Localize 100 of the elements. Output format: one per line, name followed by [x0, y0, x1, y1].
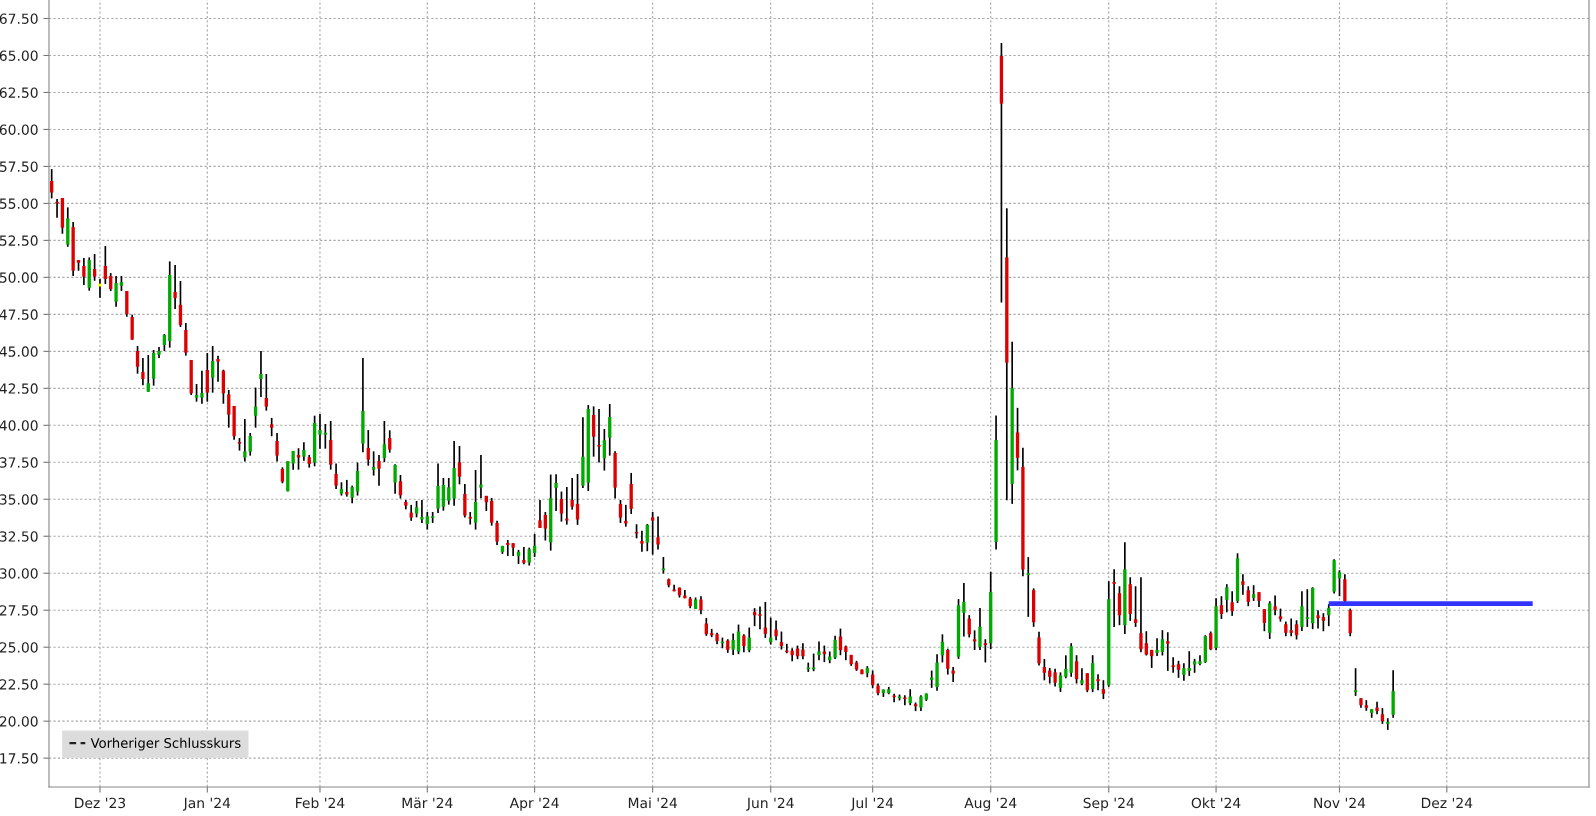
candlestick	[1343, 573, 1347, 604]
candlestick	[624, 504, 628, 528]
candlestick	[1096, 673, 1100, 692]
candlestick	[978, 607, 982, 651]
y-tick-label: 37.50	[0, 457, 38, 468]
x-tick-label: Apr '24	[509, 797, 559, 811]
candlestick	[436, 462, 440, 514]
candlestick	[227, 389, 231, 429]
candlestick	[1262, 608, 1267, 633]
candlestick	[334, 462, 338, 490]
candlestick	[463, 483, 467, 519]
y-tick-label: 67.50	[0, 13, 38, 24]
y-tick-label: 47.50	[0, 309, 38, 320]
candlestick	[602, 428, 607, 472]
candlestick	[296, 447, 301, 471]
candlestick	[1386, 717, 1390, 731]
legend-label: Vorheriger Schlusskurs	[90, 737, 241, 751]
candlestick	[1042, 658, 1047, 682]
candlestick	[1321, 612, 1326, 633]
candlestick	[1187, 650, 1191, 677]
candlestick	[1294, 619, 1299, 641]
y-tick-label: 50.00	[0, 272, 38, 283]
candlestick	[951, 666, 955, 683]
candlestick	[264, 373, 268, 412]
y-tick-label: 45.00	[0, 346, 38, 357]
candlestick	[946, 647, 950, 676]
candlestick	[473, 469, 478, 531]
candlestick	[1316, 609, 1320, 630]
y-tick-label: 20.00	[0, 716, 38, 727]
candlestick	[82, 257, 86, 286]
candlestick	[833, 634, 837, 660]
candlestick	[371, 450, 376, 477]
candlestick	[565, 486, 569, 526]
y-tick-label: 60.00	[0, 124, 38, 135]
candlestick	[130, 313, 134, 341]
candlestick	[1101, 679, 1106, 700]
x-tick-label: Dez '24	[1421, 797, 1473, 809]
x-tick-label: Jan '24	[182, 797, 231, 811]
candlestick	[774, 619, 778, 642]
candlestick	[608, 403, 612, 457]
x-tick-label: Okt '24	[1191, 797, 1241, 809]
candlestick	[125, 290, 129, 318]
candlestick	[1080, 667, 1084, 687]
y-tick-label: 65.00	[0, 50, 38, 61]
candlestick	[382, 420, 387, 463]
candlestick	[1230, 590, 1234, 617]
candlestick	[758, 605, 762, 630]
candlestick	[597, 408, 601, 464]
candlestick	[184, 322, 188, 357]
candlestick	[178, 280, 183, 328]
candlestick	[355, 461, 360, 497]
candlestick	[275, 432, 279, 463]
candlestick	[779, 630, 784, 651]
candlestick	[146, 354, 150, 393]
candlestick	[345, 479, 349, 498]
candlestick	[656, 515, 660, 551]
candlestick	[817, 640, 821, 662]
candlestick	[1241, 573, 1245, 596]
x-tick-label: Dez '23	[75, 797, 126, 809]
y-tick-label: 52.50	[0, 235, 38, 246]
candlestick	[92, 253, 97, 282]
candlestick	[1160, 629, 1165, 657]
candlestick	[1155, 637, 1159, 657]
y-tick-label: 27.50	[0, 605, 38, 616]
x-tick-label: Mär '24	[402, 797, 453, 809]
candlestick	[591, 405, 596, 458]
candlestick	[543, 511, 547, 542]
candlestick	[393, 463, 397, 495]
candlestick	[103, 245, 107, 285]
candlestick	[479, 454, 483, 500]
candlestick	[1246, 585, 1250, 608]
candlestick	[302, 441, 306, 462]
candlestick	[447, 477, 451, 506]
candlestick	[243, 418, 247, 463]
candlestick	[1144, 630, 1148, 657]
candlestick	[490, 497, 494, 527]
candlestick	[1133, 585, 1138, 628]
candlestick	[1058, 671, 1063, 693]
candlestick	[318, 413, 322, 450]
candlestick	[983, 638, 987, 664]
candlestick	[538, 499, 542, 529]
candlestick	[962, 582, 966, 638]
y-tick-label: 62.50	[0, 87, 38, 98]
y-tick-label: 57.50	[0, 161, 38, 172]
candlestick	[618, 499, 623, 524]
y-tick-label: 25.00	[0, 642, 38, 653]
y-tick-label: 42.50	[0, 383, 38, 394]
candlestick	[575, 473, 580, 526]
candlestick	[1219, 595, 1224, 620]
x-tick-label: Jun '24	[746, 797, 794, 811]
y-tick-label: 22.50	[0, 679, 38, 690]
candlestick	[1166, 631, 1170, 672]
candlestick	[699, 595, 703, 616]
candlestick	[1305, 588, 1309, 628]
candlestick	[200, 369, 204, 405]
y-tick-label: 40.00	[0, 420, 38, 431]
y-tick-label: 32.50	[0, 531, 38, 542]
x-tick-label: Jul '24	[850, 797, 894, 811]
candlestick	[651, 511, 655, 556]
candlestick	[205, 352, 209, 403]
